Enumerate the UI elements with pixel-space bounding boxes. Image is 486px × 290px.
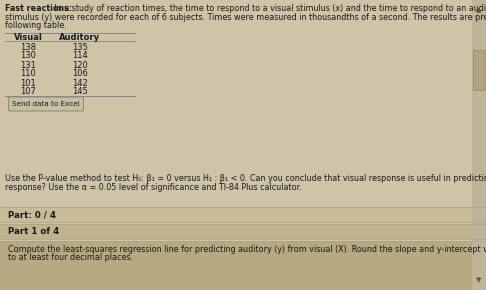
- FancyBboxPatch shape: [473, 50, 485, 90]
- Text: to at least four decimal places.: to at least four decimal places.: [8, 253, 133, 262]
- Text: 110: 110: [20, 70, 36, 79]
- Text: 131: 131: [20, 61, 36, 70]
- Text: Compute the least-squares regression line for predicting auditory (y) from visua: Compute the least-squares regression lin…: [8, 245, 486, 254]
- Text: ▲: ▲: [476, 7, 482, 13]
- Text: 142: 142: [72, 79, 88, 88]
- Text: 120: 120: [72, 61, 88, 70]
- Text: 106: 106: [72, 70, 88, 79]
- Text: ▼: ▼: [476, 277, 482, 283]
- FancyBboxPatch shape: [472, 0, 486, 290]
- Text: Send data to Excel: Send data to Excel: [12, 101, 80, 107]
- Text: Part: 0 / 4: Part: 0 / 4: [8, 210, 56, 219]
- Text: 145: 145: [72, 88, 88, 97]
- FancyBboxPatch shape: [0, 241, 486, 290]
- FancyBboxPatch shape: [0, 207, 486, 222]
- Text: 114: 114: [72, 52, 88, 61]
- Text: stimulus (y) were recorded for each of 6 subjects. Times were measured in thousa: stimulus (y) were recorded for each of 6…: [5, 12, 486, 21]
- Text: 130: 130: [20, 52, 36, 61]
- Text: Fast reactions:: Fast reactions:: [5, 4, 72, 13]
- FancyBboxPatch shape: [8, 97, 84, 111]
- Text: following table.: following table.: [5, 21, 67, 30]
- FancyBboxPatch shape: [0, 224, 486, 239]
- Text: In a study of reaction times, the time to respond to a visual stimulus (x) and t: In a study of reaction times, the time t…: [52, 4, 486, 13]
- Text: Visual: Visual: [14, 34, 42, 43]
- Text: response? Use the α = 0.05 level of significance and TI-84 Plus calculator.: response? Use the α = 0.05 level of sign…: [5, 182, 302, 191]
- Text: Part 1 of 4: Part 1 of 4: [8, 227, 59, 236]
- Text: Use the P-value method to test H₀: β₁ = 0 versus H₁ : β₁ < 0. Can you conclude t: Use the P-value method to test H₀: β₁ = …: [5, 174, 486, 183]
- Text: 101: 101: [20, 79, 36, 88]
- Text: 135: 135: [72, 43, 88, 52]
- Text: 138: 138: [20, 43, 36, 52]
- Text: 107: 107: [20, 88, 36, 97]
- Text: Auditory: Auditory: [59, 34, 101, 43]
